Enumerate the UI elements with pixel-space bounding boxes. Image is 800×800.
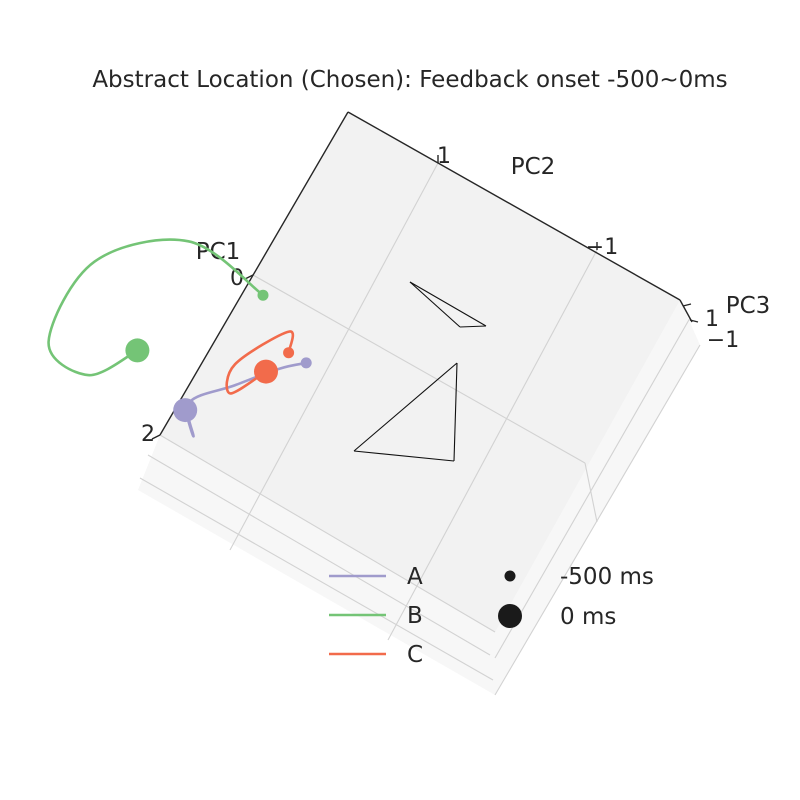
gridline (387, 249, 598, 641)
tick-mark (151, 434, 161, 440)
pc1-tick-label: 0 (230, 266, 244, 291)
series-a-line (183, 361, 308, 438)
start-connector (409, 281, 461, 328)
pc2-axis-label: PC2 (511, 154, 556, 180)
pc3-tick-label: 1 (705, 307, 719, 332)
series-c-line (225, 330, 295, 395)
pc2-tick-label: −1 (586, 235, 618, 260)
end-connector (353, 450, 455, 462)
legend-label-b: B (407, 603, 423, 629)
start-connector (459, 325, 487, 328)
end-connector (453, 362, 458, 462)
floor-pane (160, 112, 680, 632)
trajectories (47, 238, 308, 438)
series-c-end-marker (254, 359, 278, 384)
pc1-axis-label: PC1 (196, 239, 241, 265)
legend-size-marker (504, 570, 516, 582)
pc1-tick-label: 2 (141, 422, 155, 447)
legend-label-a: A (407, 564, 423, 590)
gridline (147, 454, 491, 656)
gridline (252, 274, 586, 464)
tick-mark (244, 274, 254, 280)
gridline (584, 462, 598, 523)
pc1-axis-line (159, 111, 349, 436)
end-connector (353, 362, 458, 452)
legend-size-marker (498, 604, 522, 628)
axis-lines (151, 111, 699, 440)
pc2-tick-label: 1 (437, 144, 451, 169)
gridlines (139, 162, 701, 696)
legend-time-label: -500 ms (560, 564, 654, 590)
series-a-start-marker (300, 357, 312, 369)
chart-title: Abstract Location (Chosen): Feedback ons… (92, 67, 727, 93)
pc3-tick-label: −1 (707, 328, 739, 353)
gridline (139, 477, 494, 681)
series-b-start-marker (257, 289, 269, 301)
legend: ABC -500 ms 0 ms (329, 564, 654, 668)
legend-label-c: C (407, 642, 423, 668)
axis-panes (138, 112, 700, 695)
legend-time-label: 0 ms (560, 604, 616, 630)
gridline (494, 317, 691, 659)
pc3-axis-label: PC3 (726, 293, 771, 319)
series-a-end-marker (173, 398, 198, 423)
pc2-axis-line (347, 111, 681, 301)
series-b-line (47, 238, 265, 377)
series-c-start-marker (283, 347, 295, 359)
tick-mark (689, 319, 699, 323)
connector-lines (353, 281, 487, 462)
series-b-end-marker (125, 338, 150, 363)
gridline (229, 162, 439, 551)
start-connector (409, 281, 487, 327)
markers (125, 289, 312, 423)
gridline (159, 434, 496, 633)
pc3-axis-line (679, 299, 693, 323)
gridline (494, 344, 701, 696)
tick-mark (682, 303, 692, 307)
